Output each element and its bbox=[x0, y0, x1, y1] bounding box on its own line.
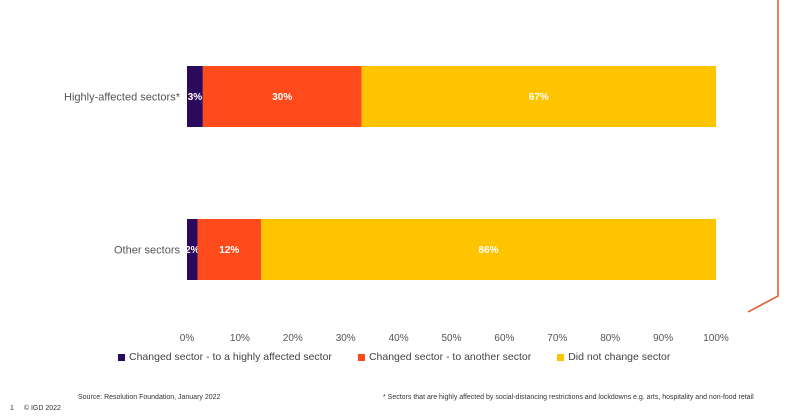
data-label: 86% bbox=[479, 245, 499, 256]
legend-item-another-sector: Changed sector - to another sector bbox=[357, 351, 532, 363]
x-tick-label: 40% bbox=[389, 333, 409, 344]
legend-item-no-change: Did not change sector bbox=[557, 351, 670, 363]
x-tick-label: 60% bbox=[494, 333, 514, 344]
data-label: 2% bbox=[185, 245, 200, 256]
footnote: * Sectors that are highly affected by so… bbox=[383, 394, 754, 401]
legend-label: Changed sector - to a highly affected se… bbox=[129, 351, 332, 363]
source-note: Source: Resolution Foundation, January 2… bbox=[78, 394, 221, 401]
x-tick-label: 20% bbox=[283, 333, 303, 344]
x-axis-ticks: 0% 10% 20% 30% 40% 50% 60% 70% 80% 90% 100% bbox=[180, 333, 729, 344]
data-label: 12% bbox=[219, 245, 239, 256]
x-tick-label: 100% bbox=[703, 333, 729, 344]
x-tick-label: 90% bbox=[653, 333, 673, 344]
bar-segment bbox=[187, 66, 203, 127]
x-tick-label: 80% bbox=[600, 333, 620, 344]
bar-segment bbox=[202, 66, 362, 127]
x-tick-label: 50% bbox=[441, 333, 461, 344]
category-label: Highly-affected sectors* bbox=[64, 92, 181, 104]
x-tick-label: 0% bbox=[180, 333, 195, 344]
x-tick-label: 30% bbox=[336, 333, 356, 344]
data-label: 30% bbox=[272, 92, 292, 103]
bar-segment bbox=[361, 66, 716, 127]
legend-swatch bbox=[557, 353, 565, 361]
x-tick-label: 70% bbox=[547, 333, 567, 344]
category-label: Other sectors bbox=[114, 245, 181, 257]
x-tick-label: 10% bbox=[230, 333, 250, 344]
category-labels: Highly-affected sectors* Other sectors bbox=[64, 92, 181, 257]
legend-label: Did not change sector bbox=[568, 351, 671, 363]
legend-label: Changed sector - to another sector bbox=[368, 351, 532, 363]
legend-item-highly-affected: Changed sector - to a highly affected se… bbox=[118, 351, 332, 363]
bars-group: 3% 30% 67% 2% 12% 86% bbox=[185, 66, 716, 280]
page-number: 1 bbox=[10, 405, 14, 412]
bar-segment bbox=[197, 219, 262, 280]
copyright: © IGD 2022 bbox=[23, 405, 61, 412]
data-label: 67% bbox=[529, 92, 549, 103]
page-footer: 1 © IGD 2022 bbox=[10, 405, 69, 412]
legend: Changed sector - to a highly affected se… bbox=[118, 351, 670, 363]
legend-swatch bbox=[357, 353, 365, 361]
bar-segment bbox=[187, 219, 198, 280]
bar-segment bbox=[261, 219, 716, 280]
legend-swatch bbox=[118, 353, 125, 361]
data-label: 3% bbox=[188, 92, 203, 103]
